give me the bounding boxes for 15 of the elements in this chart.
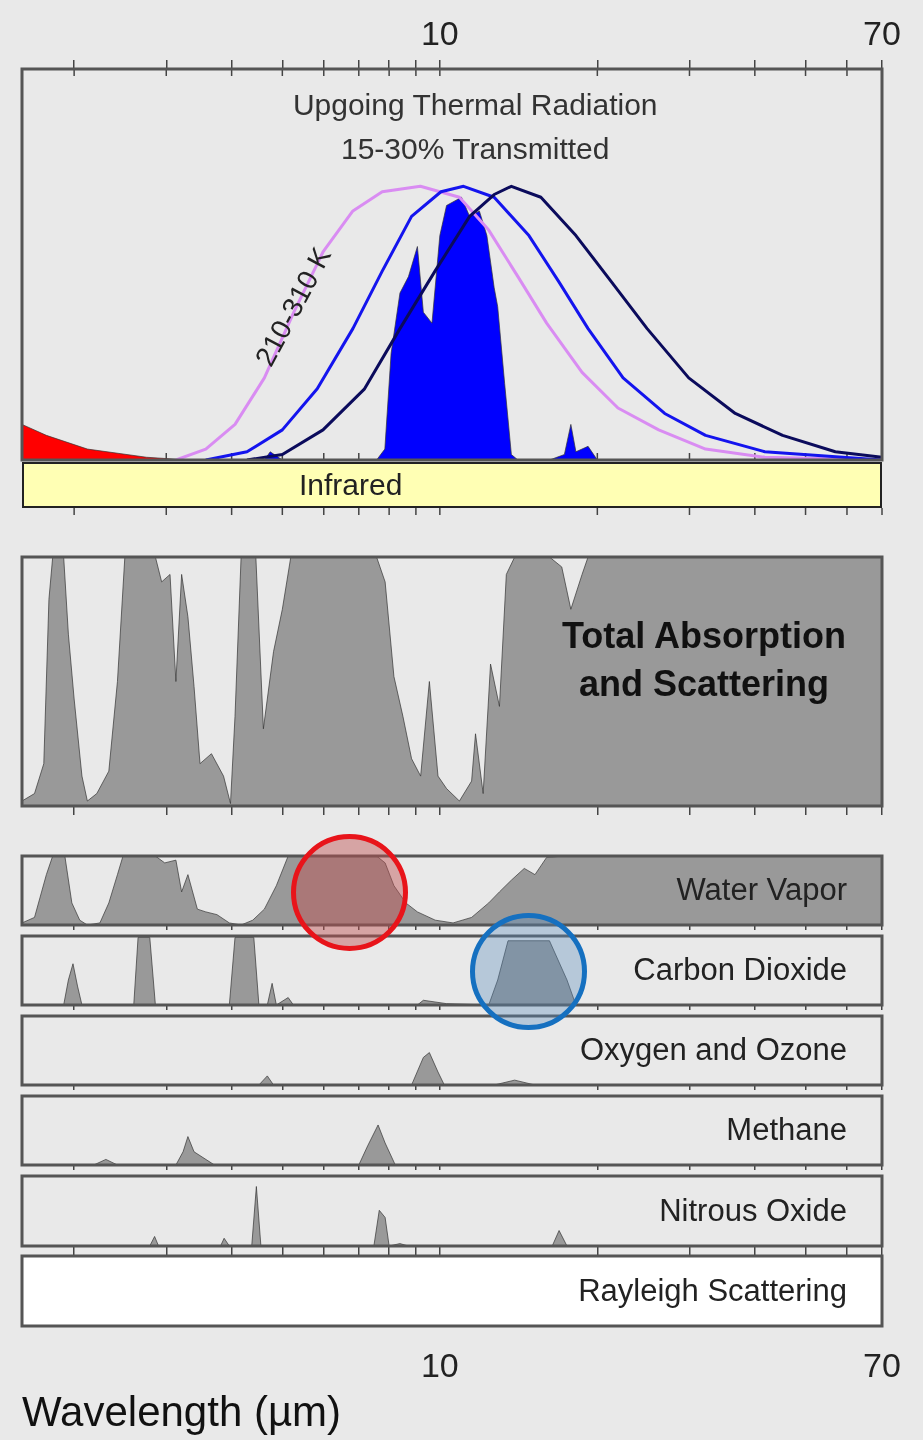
label-box: Infrared	[22, 462, 882, 508]
text: Rayleigh Scattering	[578, 1272, 847, 1308]
chart-title: Upgoing Thermal Radiation	[292, 88, 658, 122]
x-tick-label: 10	[420, 13, 459, 52]
text: Total Absorption and Scattering	[562, 614, 846, 704]
x-tick-label: 10	[420, 1345, 459, 1384]
text: Water Vapor	[676, 872, 847, 908]
x-axis-title: Wavelength (µm)	[22, 1388, 342, 1436]
chart-title: Nitrous Oxide	[659, 1192, 847, 1228]
x-tick-label: 70	[863, 1345, 901, 1384]
chart-subtitle: 15-30% Transmitted	[340, 132, 610, 166]
x-tick-label: 70	[863, 13, 901, 52]
text: Carbon Dioxide	[633, 952, 847, 988]
chart-title: Oxygen and Ozone	[579, 1032, 847, 1068]
chart-title: Methane	[726, 1112, 847, 1148]
